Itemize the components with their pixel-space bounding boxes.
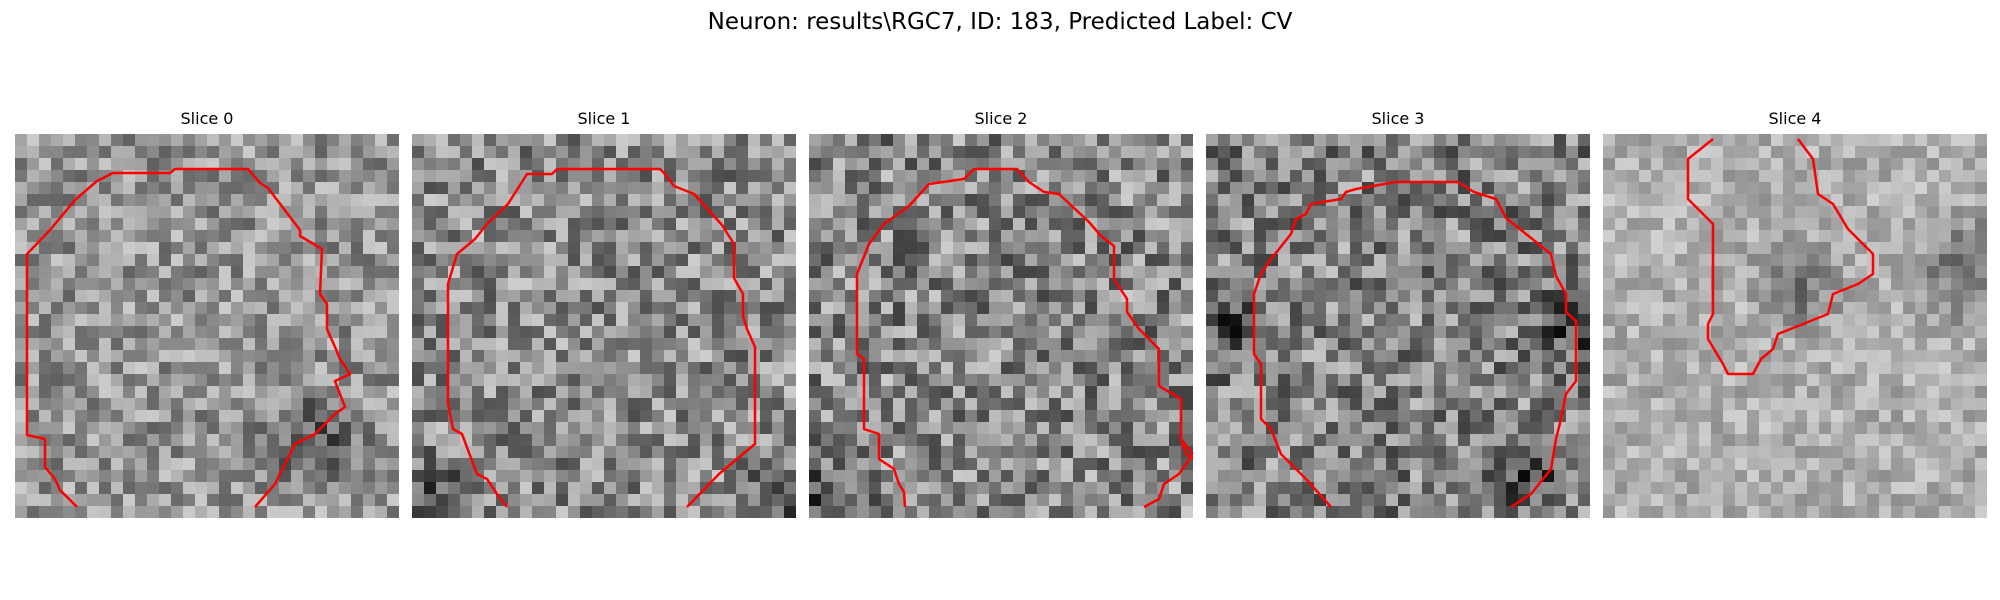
slice-panel-2: Slice 2	[809, 108, 1193, 518]
segmentation-contour	[1686, 138, 1875, 376]
segmentation-contour	[25, 167, 352, 508]
slice-title-3: Slice 3	[1371, 109, 1425, 128]
slice-panel-3: Slice 3	[1206, 108, 1590, 518]
slice-panel-0: Slice 0	[15, 108, 399, 518]
slice-image-1	[412, 134, 796, 518]
segmentation-contour	[855, 167, 1193, 509]
slice-title-1: Slice 1	[577, 109, 631, 128]
slice-image-4	[1603, 134, 1987, 518]
slice-image-2	[809, 134, 1193, 518]
slice-title-2: Slice 2	[974, 109, 1028, 128]
slice-title-4: Slice 4	[1768, 109, 1822, 128]
slice-panel-4: Slice 4	[1603, 108, 1987, 518]
segmentation-contour	[446, 167, 757, 508]
slice-title-0: Slice 0	[180, 109, 234, 128]
slice-panel-1: Slice 1	[412, 108, 796, 518]
segmentation-contour	[1252, 180, 1578, 509]
slice-image-0	[15, 134, 399, 518]
figure-title: Neuron: results\RGC7, ID: 183, Predicted…	[707, 9, 1293, 35]
slice-image-3	[1206, 134, 1590, 518]
